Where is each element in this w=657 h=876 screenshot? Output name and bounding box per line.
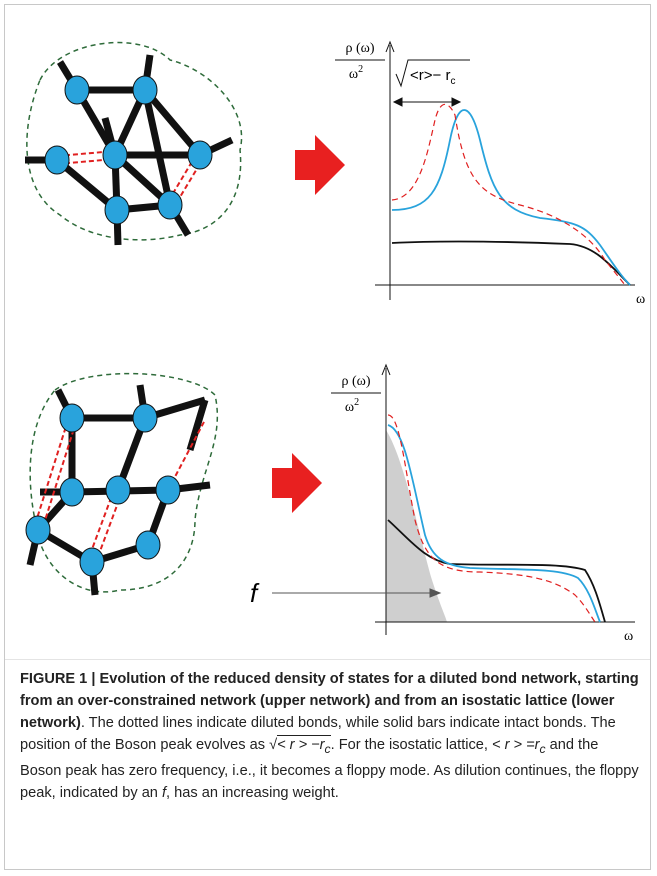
caption-text: . For the isostatic lattice,	[331, 737, 492, 753]
network-lower	[26, 374, 217, 595]
caption: FIGURE 1 | Evolution of the reduced dens…	[20, 668, 640, 804]
y-label-numerator: ρ (ω)	[345, 41, 374, 56]
y-exp: 2	[358, 64, 363, 75]
shift-sub: c	[450, 76, 455, 87]
math: < r > −rc	[277, 735, 331, 753]
math: < r > =rc	[492, 737, 546, 753]
y-exp: 2	[354, 397, 359, 408]
caption-text: , has an increasing weight.	[166, 785, 339, 801]
math-main: < r > −r	[277, 737, 324, 753]
arrow-upper	[295, 135, 345, 195]
shift-label: <r>− rc	[410, 67, 455, 87]
y-den: ω	[349, 67, 358, 82]
y-label-denominator: ω2	[349, 64, 363, 82]
arrow-lower	[272, 453, 322, 513]
shift-arrow	[394, 98, 460, 106]
network-upper	[25, 43, 242, 245]
x-label: ω	[636, 292, 645, 307]
curve-diluted	[392, 110, 630, 285]
sqrt: √< r > −rc	[269, 735, 331, 753]
shift: <r>− r	[410, 67, 450, 84]
floppy-label: f	[250, 578, 260, 608]
y-den: ω	[345, 400, 354, 415]
y-label-numerator: ρ (ω)	[341, 374, 370, 389]
curve-intact	[392, 241, 630, 285]
x-label: ω	[624, 629, 633, 644]
figure: ρ (ω) ω2 ω <r>− rc	[0, 0, 657, 660]
math-main: < r > =r	[492, 737, 539, 753]
curve-more-diluted	[392, 104, 625, 285]
y-label-denominator: ω2	[345, 397, 359, 415]
